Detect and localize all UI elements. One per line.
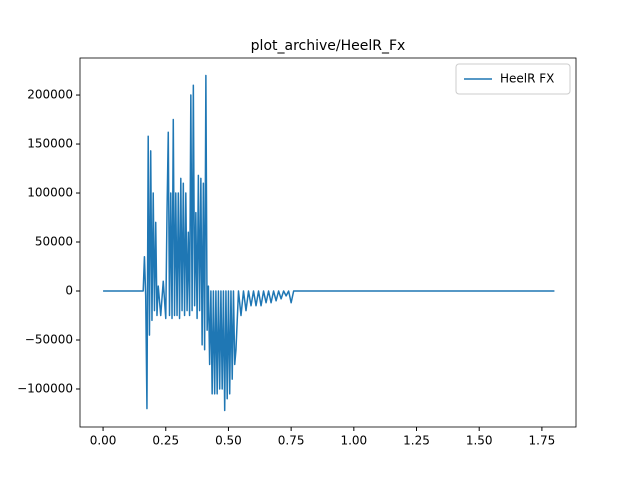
data-line [103, 74, 555, 412]
x-tick-label: 0.25 [152, 434, 179, 448]
plot-frame [79, 57, 577, 428]
x-tick-label: 0.75 [278, 434, 305, 448]
y-tick-label: 100000 [27, 186, 73, 200]
x-tick-label: 0.50 [215, 434, 242, 448]
x-tick-label: 1.25 [403, 434, 430, 448]
x-tick-label: 1.50 [466, 434, 493, 448]
y-tick-label: 150000 [27, 137, 73, 151]
y-tick-label: 200000 [27, 88, 73, 102]
legend-box [455, 63, 571, 95]
legend-label: HeelR FX [500, 72, 554, 86]
x-tick-label: 0.00 [90, 434, 117, 448]
y-tick-label: 50000 [35, 235, 73, 249]
chart-title: plot_archive/HeelR_Fx [251, 38, 406, 54]
y-tick-label: 0 [65, 284, 73, 298]
y-tick-label: −100000 [17, 381, 73, 395]
x-tick-label: 1.75 [529, 434, 556, 448]
y-tick-label: −50000 [25, 332, 73, 346]
x-tick-label: 1.00 [340, 434, 367, 448]
